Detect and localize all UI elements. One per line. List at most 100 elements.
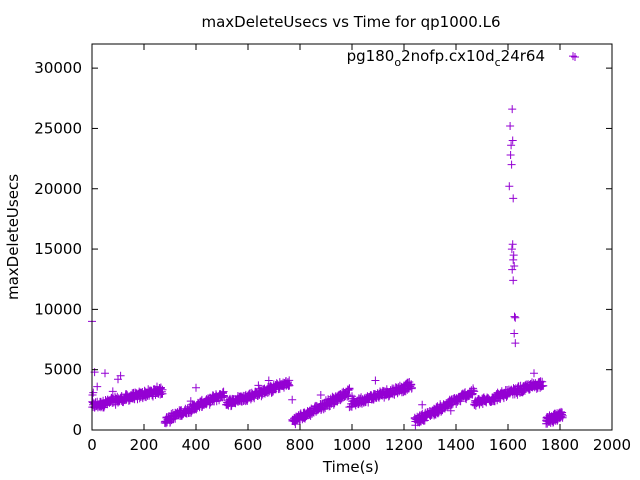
x-tick-label: 2000 xyxy=(593,436,631,454)
data-point xyxy=(545,417,554,426)
data-point xyxy=(511,386,520,395)
data-point xyxy=(345,384,354,393)
data-point xyxy=(480,397,489,406)
data-point xyxy=(415,411,424,420)
y-tick-label: 10000 xyxy=(34,300,82,318)
data-point xyxy=(558,413,567,422)
data-point xyxy=(280,379,289,387)
data-point xyxy=(508,136,517,145)
legend: pg180o2nofp.cx10dc24r64 xyxy=(347,47,579,69)
data-point xyxy=(186,397,195,406)
data-point xyxy=(511,339,520,348)
data-point xyxy=(418,400,427,409)
data-point xyxy=(233,394,242,403)
data-point xyxy=(254,381,263,390)
data-point xyxy=(348,392,356,401)
data-point xyxy=(264,376,273,385)
data-points xyxy=(88,52,577,430)
data-point xyxy=(316,391,325,399)
data-point xyxy=(290,413,299,422)
data-point xyxy=(507,141,516,150)
data-point xyxy=(288,395,297,404)
x-tick-label: 0 xyxy=(87,436,97,454)
data-point xyxy=(103,395,112,404)
data-point xyxy=(456,397,465,406)
data-point xyxy=(506,151,515,159)
data-point xyxy=(569,52,577,61)
y-tick-label: 20000 xyxy=(34,180,82,198)
data-point xyxy=(538,377,547,386)
x-tick-label: 1200 xyxy=(385,436,423,454)
data-point xyxy=(507,160,516,169)
chart-title: maxDeleteUsecs vs Time for qp1000.L6 xyxy=(201,13,500,31)
data-point xyxy=(127,391,135,399)
x-tick-label: 1000 xyxy=(333,436,371,454)
x-axis-label: Time(s) xyxy=(322,458,379,476)
legend-label: pg180o2nofp.cx10dc24r64 xyxy=(347,47,545,69)
data-point xyxy=(89,388,98,397)
data-point xyxy=(511,313,520,322)
x-tick-label: 600 xyxy=(234,436,263,454)
data-point xyxy=(530,369,538,378)
data-point xyxy=(446,406,455,415)
data-point xyxy=(116,371,125,380)
data-point xyxy=(387,389,395,398)
y-tick-label: 0 xyxy=(72,421,82,439)
y-tick-label: 15000 xyxy=(34,240,82,258)
x-tick-label: 1400 xyxy=(437,436,475,454)
y-tick-label: 5000 xyxy=(44,361,82,379)
data-point xyxy=(108,387,117,396)
x-tick-label: 1800 xyxy=(541,436,579,454)
legend-subscript: o xyxy=(394,56,401,69)
legend-text-part: 2nofp.cx10d xyxy=(401,47,495,65)
data-point xyxy=(510,329,519,338)
data-point xyxy=(158,389,167,398)
data-point xyxy=(371,376,380,385)
data-point xyxy=(153,382,161,391)
data-point xyxy=(532,384,541,393)
legend-text-part: 24r64 xyxy=(501,47,545,65)
data-point xyxy=(220,393,229,402)
data-point xyxy=(469,386,478,395)
data-point xyxy=(91,401,100,410)
data-point xyxy=(509,194,518,203)
data-point xyxy=(468,390,477,399)
data-point xyxy=(508,265,517,274)
legend-plus xyxy=(571,53,579,61)
data-point xyxy=(166,418,174,427)
legend-marker xyxy=(571,53,579,61)
data-point xyxy=(407,384,416,393)
data-point xyxy=(343,385,352,394)
x-tick-label: 200 xyxy=(130,436,159,454)
data-point xyxy=(329,400,338,409)
data-point xyxy=(509,276,518,285)
data-point xyxy=(493,388,502,397)
data-point xyxy=(508,240,517,249)
data-point xyxy=(420,416,429,425)
data-point xyxy=(291,420,300,429)
data-point xyxy=(510,262,519,270)
data-point xyxy=(505,182,514,191)
data-point xyxy=(506,122,515,130)
data-point xyxy=(192,383,200,392)
y-axis-label: maxDeleteUsecs xyxy=(4,174,22,300)
data-point xyxy=(507,245,516,254)
data-point xyxy=(285,381,294,390)
data-point xyxy=(510,312,519,321)
data-point xyxy=(536,377,545,386)
x-tick-label: 800 xyxy=(286,436,315,454)
x-tick-label: 1600 xyxy=(489,436,527,454)
data-point xyxy=(508,105,517,114)
legend-subscript: c xyxy=(495,56,501,69)
data-point xyxy=(437,407,446,416)
data-point xyxy=(470,387,479,396)
data-point xyxy=(303,407,312,416)
data-point xyxy=(319,405,328,414)
y-tick-label: 25000 xyxy=(34,119,82,137)
data-point xyxy=(345,403,354,412)
axis-ticks: 0 200 400 600 800 1000 1200 1400 1600 1800 2000050… xyxy=(34,44,631,454)
legend-text-part: pg180 xyxy=(347,47,395,65)
data-point xyxy=(93,382,102,391)
x-tick-label: 400 xyxy=(182,436,211,454)
